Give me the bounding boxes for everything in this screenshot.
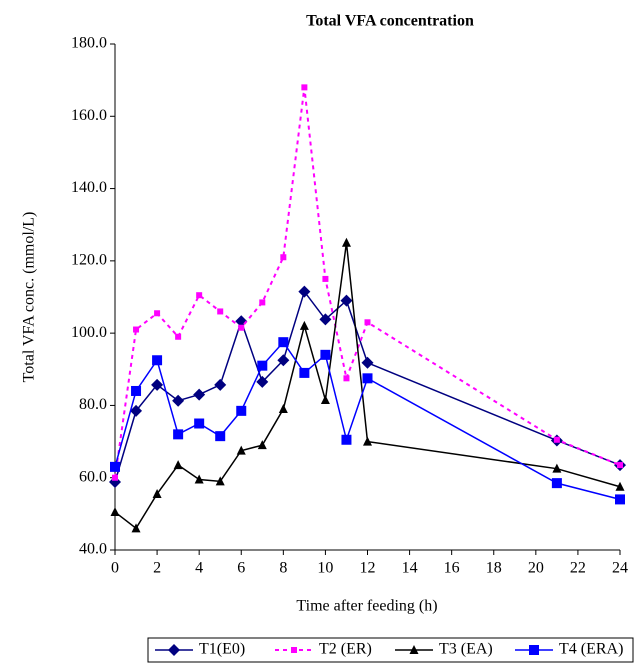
data-point <box>215 476 225 486</box>
y-tick-label: 60.0 <box>79 468 107 485</box>
data-point <box>112 474 118 481</box>
data-point <box>343 375 350 382</box>
y-tick-label: 180.0 <box>71 35 107 52</box>
data-point <box>257 440 267 450</box>
y-tick-label: 140.0 <box>71 179 107 196</box>
legend-marker <box>529 645 539 655</box>
y-tick-label: 80.0 <box>79 396 107 413</box>
legend-label: T3 (EA) <box>439 641 493 658</box>
y-tick-label: 40.0 <box>79 541 107 558</box>
series-line <box>114 87 621 478</box>
data-point <box>280 254 287 261</box>
y-axis-label: Total VFA conc. (mmol/L) <box>21 212 38 383</box>
data-point <box>215 431 226 442</box>
data-point <box>361 356 374 369</box>
y-tick-label: 160.0 <box>71 107 107 124</box>
data-point <box>194 418 205 429</box>
data-point <box>151 378 164 391</box>
data-point <box>259 299 266 306</box>
data-point <box>196 292 203 299</box>
x-tick-label: 16 <box>444 560 460 577</box>
data-point <box>278 404 288 414</box>
data-point <box>110 507 120 517</box>
legend-label: T4 (ERA) <box>559 641 623 658</box>
x-tick-label: 8 <box>279 560 287 577</box>
data-point <box>172 394 185 407</box>
x-tick-label: 18 <box>486 560 502 577</box>
data-point <box>552 463 562 473</box>
data-point <box>363 436 372 446</box>
data-point <box>278 337 289 348</box>
x-axis-label: Time after feeding (h) <box>296 598 437 615</box>
data-point <box>615 494 625 505</box>
data-point <box>236 445 246 455</box>
data-point <box>152 355 163 366</box>
x-tick-label: 24 <box>612 560 628 577</box>
data-point <box>173 429 184 440</box>
y-tick-label: 120.0 <box>71 252 107 269</box>
x-tick-label: 10 <box>317 560 333 577</box>
data-point <box>131 523 141 533</box>
data-point <box>154 310 161 317</box>
data-point <box>256 375 269 388</box>
data-point <box>110 461 120 472</box>
data-point <box>341 434 352 445</box>
x-tick-label: 4 <box>195 560 203 577</box>
x-tick-label: 14 <box>402 560 418 577</box>
data-point <box>553 436 560 443</box>
data-point <box>173 460 183 470</box>
data-point <box>319 313 332 326</box>
data-point <box>551 478 562 489</box>
data-point <box>362 373 373 384</box>
series-line <box>114 242 621 530</box>
data-point <box>236 405 247 416</box>
data-point <box>152 488 162 498</box>
data-point <box>238 324 245 331</box>
data-point <box>341 237 351 247</box>
data-point <box>299 367 310 378</box>
data-point <box>340 294 353 307</box>
data-point <box>617 462 623 469</box>
data-point <box>133 326 140 333</box>
data-point <box>131 385 142 396</box>
legend-marker <box>168 644 180 656</box>
x-tick-label: 20 <box>528 560 544 577</box>
data-point <box>175 333 182 340</box>
y-tick-label: 100.0 <box>71 324 107 341</box>
x-tick-label: 22 <box>570 560 586 577</box>
data-point <box>257 360 268 371</box>
x-tick-label: 0 <box>111 560 119 577</box>
data-point <box>194 474 204 484</box>
x-tick-label: 12 <box>360 560 376 577</box>
data-point <box>298 285 311 298</box>
data-point <box>320 349 331 360</box>
x-tick-label: 2 <box>153 560 161 577</box>
data-point <box>615 481 625 491</box>
data-point <box>322 275 329 282</box>
legend-marker <box>291 647 297 653</box>
legend-box <box>147 637 634 663</box>
data-point <box>277 354 290 367</box>
legend-label: T2 (ER) <box>319 641 372 658</box>
data-point <box>130 404 143 417</box>
data-point <box>364 319 371 326</box>
chart-title: Total VFA concentration <box>306 13 474 30</box>
data-point <box>301 84 308 91</box>
data-point <box>193 388 206 401</box>
data-point <box>217 308 224 315</box>
data-point <box>299 320 309 330</box>
x-tick-label: 6 <box>237 560 245 577</box>
data-point <box>214 378 227 391</box>
legend-label: T1(E0) <box>199 641 245 658</box>
legend-marker <box>409 645 419 654</box>
data-point <box>320 395 330 405</box>
